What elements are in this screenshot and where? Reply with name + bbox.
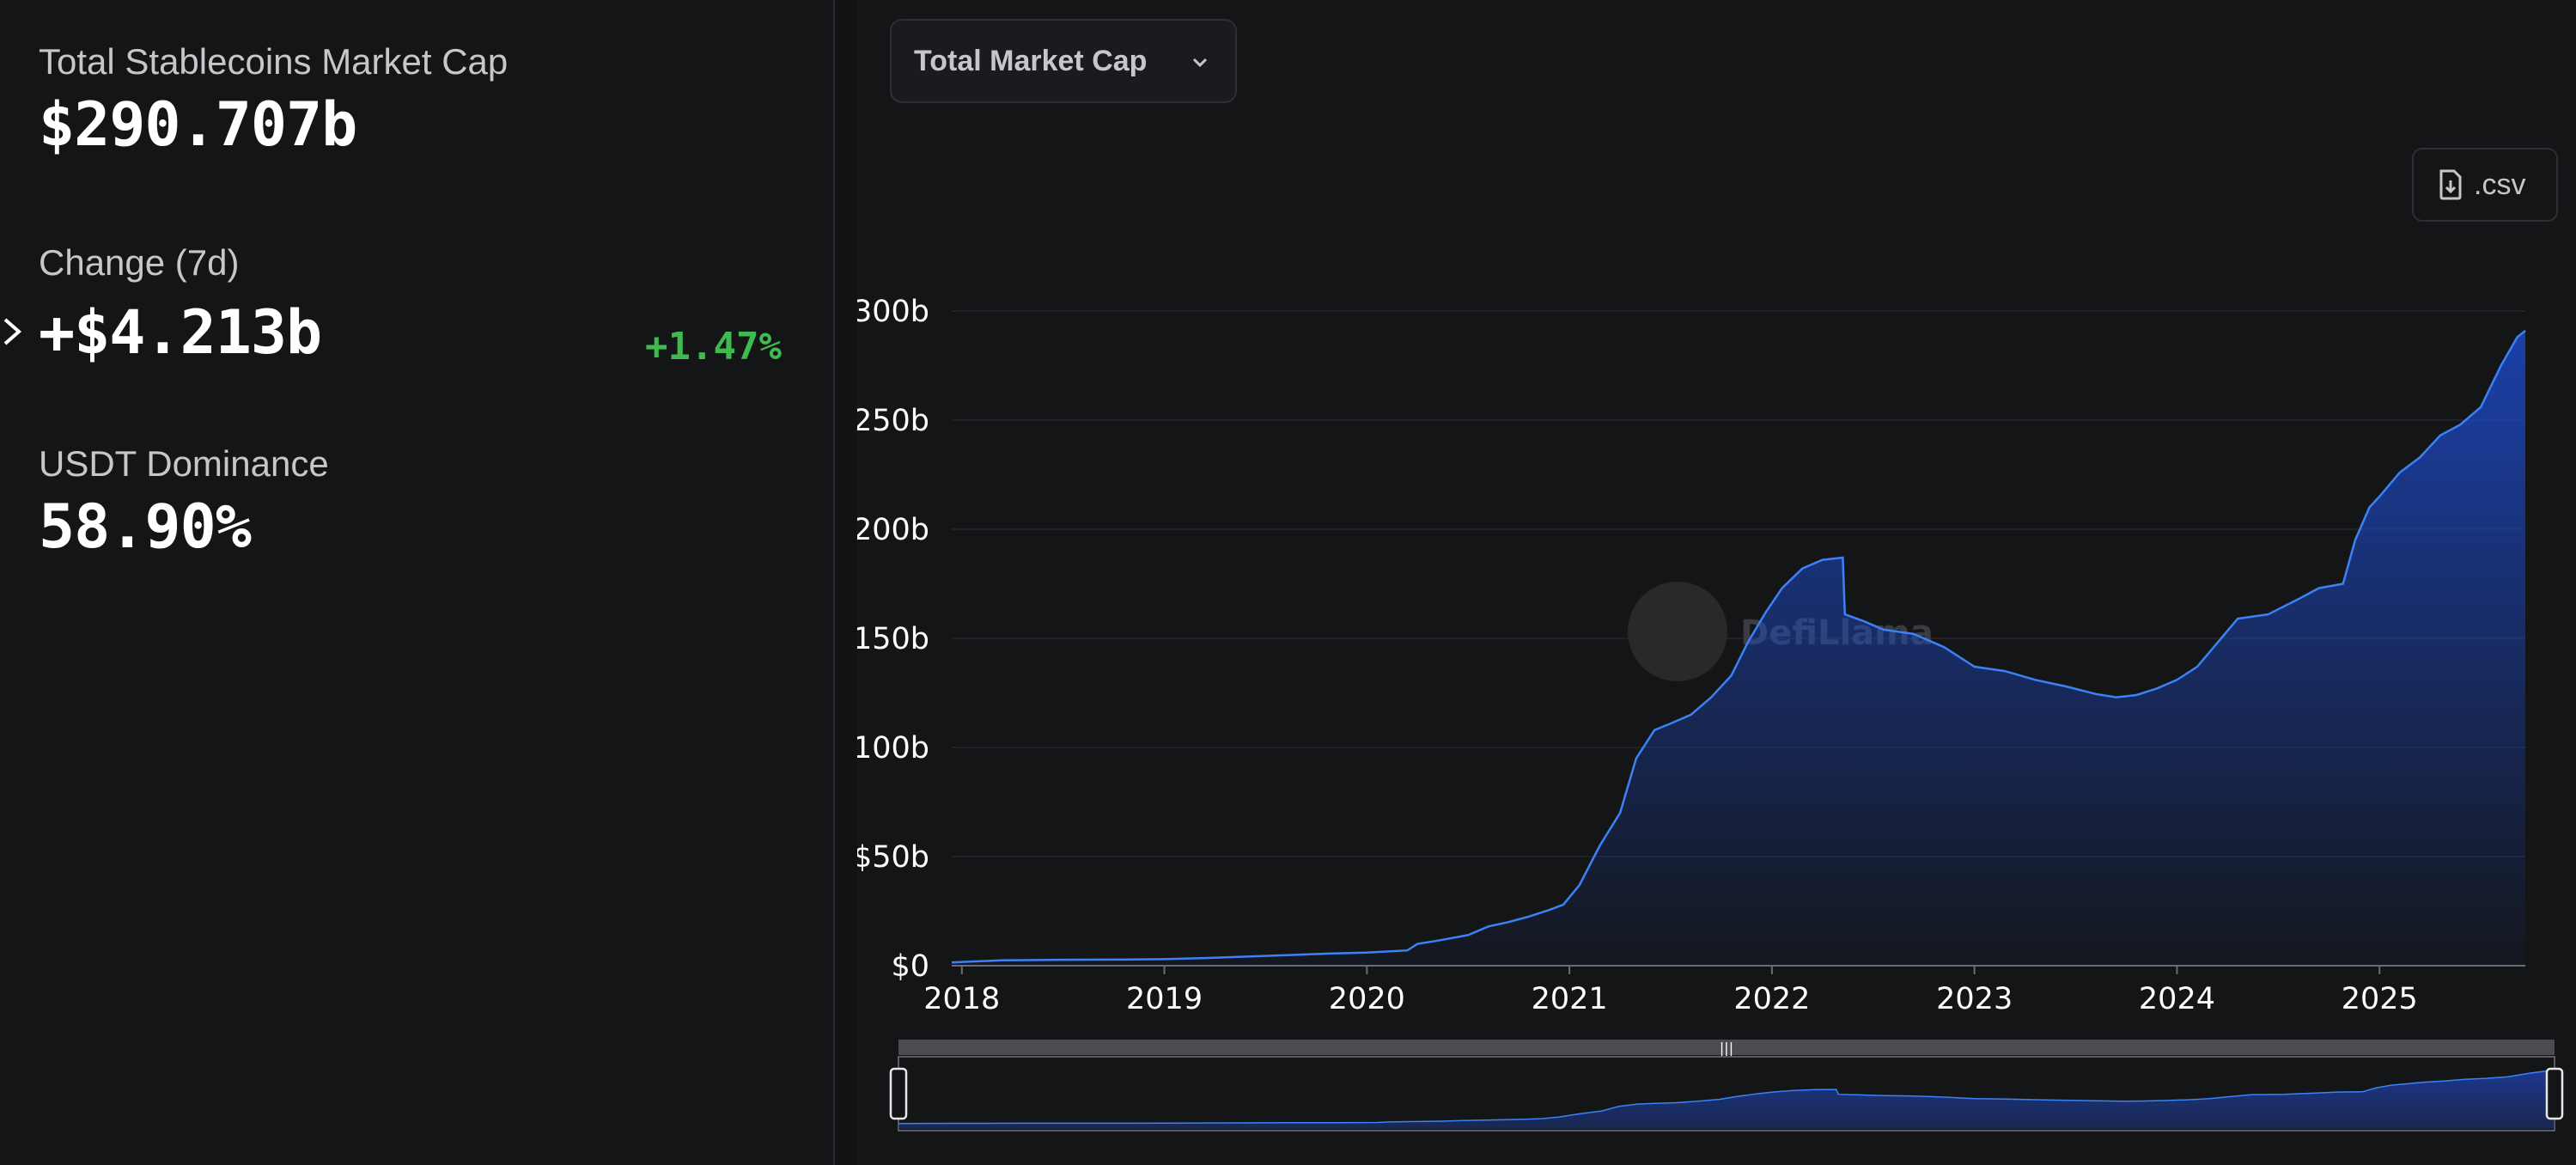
y-tick-label: $150b: [857, 622, 929, 656]
x-tick-label: 2020: [1329, 982, 1405, 1016]
chevron-right-icon[interactable]: [0, 314, 26, 349]
slider-top-bar[interactable]: [898, 1040, 2555, 1055]
chevron-down-icon: [1192, 58, 1208, 68]
y-tick-label: $300b: [857, 295, 929, 329]
x-tick-label: 2019: [1126, 982, 1203, 1016]
download-csv-button[interactable]: .csv: [2412, 148, 2558, 222]
y-axis: $0 $50b $100b $150b $200b $250b $300b: [857, 295, 929, 984]
file-download-icon: [2439, 169, 2462, 200]
slider-handle-right[interactable]: [2545, 1067, 2564, 1120]
y-tick-label: $250b: [857, 404, 929, 438]
series-line: [951, 329, 2526, 964]
x-tick-label: 2018: [923, 982, 1000, 1016]
x-tick-label: 2025: [2342, 982, 2418, 1016]
market-cap-chart: DefiLlama $0$50b$100b$150b$200b$250b$300…: [857, 295, 2564, 1131]
dropdown-label: Total Market Cap: [914, 44, 1148, 77]
x-tick-label: 2024: [2139, 982, 2215, 1016]
y-tick-label: $100b: [857, 731, 929, 765]
y-tick-label: $50b: [857, 840, 929, 875]
market-cap-label: Total Stablecoins Market Cap: [39, 41, 509, 82]
change-value: +$4.213b: [39, 297, 322, 368]
slider-grip-icon[interactable]: |||: [1720, 1040, 1733, 1056]
y-tick-label: $0: [891, 949, 929, 984]
change-label: Change (7d): [39, 242, 240, 283]
chart-type-dropdown[interactable]: Total Market Cap: [890, 19, 1237, 103]
market-cap-value: $290.707b: [39, 89, 357, 160]
x-tick-label: 2023: [1936, 982, 2013, 1016]
csv-label: .csv: [2474, 168, 2526, 201]
change-percent-badge: +1.47%: [645, 325, 782, 369]
x-tick-label: 2021: [1532, 982, 1608, 1016]
dominance-label: USDT Dominance: [39, 443, 329, 484]
chart-area-series: [951, 329, 2526, 966]
x-tick-label: 2022: [1733, 982, 1810, 1016]
slider-overview-line: [898, 1070, 2555, 1125]
area-fill: [952, 330, 2525, 966]
range-slider[interactable]: |||: [889, 1040, 2564, 1131]
dominance-value: 58.90%: [39, 491, 252, 562]
slider-handle-left[interactable]: [889, 1067, 908, 1120]
slider-overview-area: [898, 1070, 2555, 1129]
panel-divider: [833, 0, 857, 1165]
y-tick-label: $200b: [857, 513, 929, 547]
chart-panel: Total Market Cap .csv DefiLlama: [857, 0, 2576, 1165]
stats-panel: Total Stablecoins Market Cap $290.707b C…: [0, 0, 833, 1165]
watermark-logo-icon: [1628, 582, 1727, 681]
x-axis: 2018 2019 2020 2021 2022 2023 2024 2025: [923, 966, 2418, 1016]
